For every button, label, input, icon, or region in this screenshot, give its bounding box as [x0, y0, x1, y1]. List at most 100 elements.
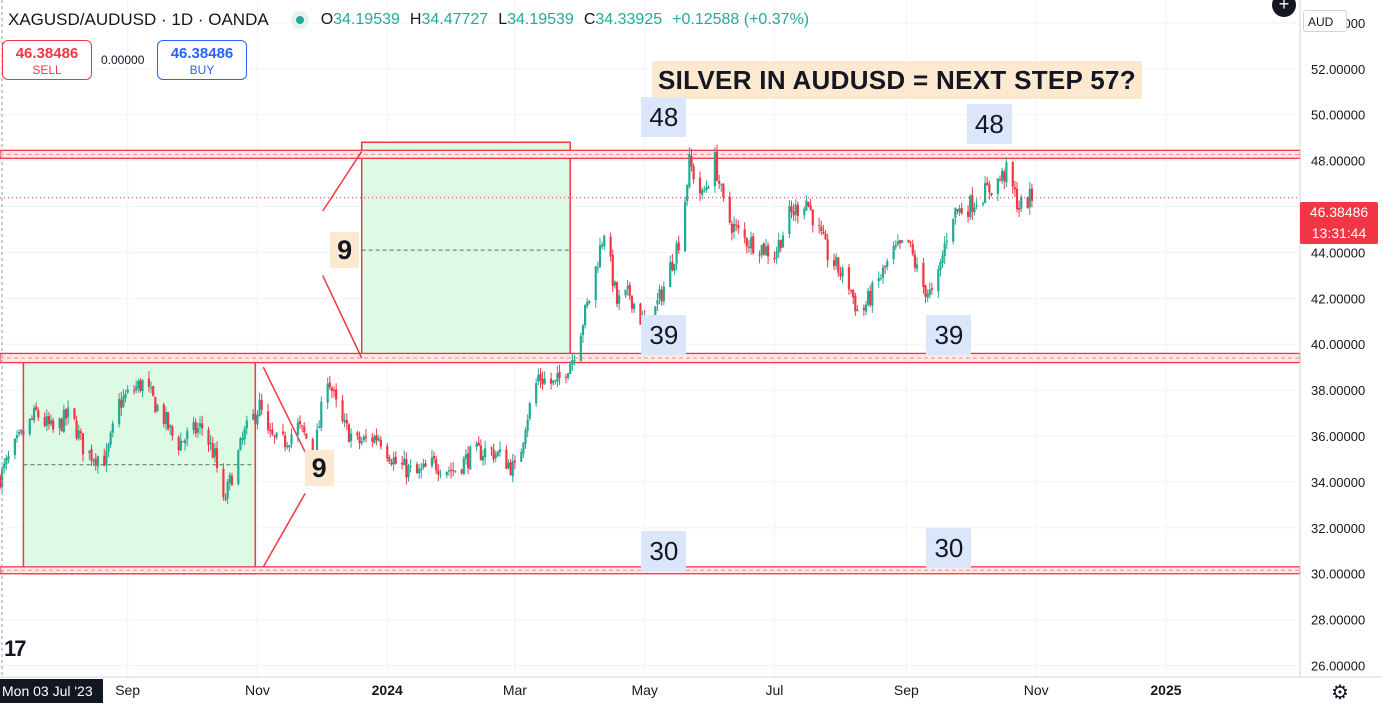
- candle-body: [505, 449, 508, 469]
- candle-body: [32, 408, 36, 421]
- candle-body: [939, 262, 942, 271]
- candle-body: [524, 430, 527, 444]
- candle-body: [752, 236, 755, 254]
- candle-body: [252, 413, 255, 420]
- candle-body: [215, 448, 219, 468]
- candle-body: [211, 443, 214, 458]
- time-tick-label: 2025: [1150, 682, 1181, 698]
- candle-body: [686, 185, 689, 202]
- candle-body: [315, 429, 319, 460]
- candle-body: [507, 462, 510, 468]
- candle-body: [824, 233, 827, 240]
- candle-body: [273, 435, 276, 437]
- current-price-value: 46.38486: [1309, 204, 1369, 220]
- price-tick-label: 42.00000: [1311, 291, 1365, 306]
- candle-body: [481, 455, 485, 461]
- time-tick-label: Sep: [115, 682, 140, 698]
- candle-body: [256, 415, 259, 425]
- candle-body: [260, 400, 263, 410]
- candle-body: [924, 285, 927, 297]
- tradingview-logo-icon[interactable]: 17: [4, 636, 27, 661]
- candle-body: [926, 293, 929, 298]
- candle-body: [526, 419, 529, 431]
- candle-body: [866, 290, 870, 305]
- candle-body: [328, 382, 331, 388]
- candle-body: [820, 226, 823, 231]
- candle-body: [535, 383, 538, 404]
- candle-body: [909, 241, 912, 243]
- currency-selector[interactable]: AUD: [1303, 10, 1347, 32]
- range-zone: [360, 141, 571, 359]
- ohlc-low: L34.19539: [498, 11, 574, 28]
- bar-countdown: 13:31:44: [1311, 225, 1367, 241]
- sell-button[interactable]: 46.38486 SELL: [2, 40, 92, 80]
- candle-body: [871, 282, 874, 306]
- candle-body: [7, 456, 10, 460]
- level-annotation: 30: [926, 528, 972, 569]
- price-tick-label: 44.00000: [1311, 245, 1365, 260]
- time-tick-label: Nov: [1024, 682, 1049, 698]
- candle-body: [269, 429, 272, 431]
- chart-title: SILVER IN AUDUSD = NEXT STEP 57?: [652, 61, 1142, 99]
- price-tick-label: 28.00000: [1311, 613, 1365, 628]
- candle-body: [677, 242, 680, 251]
- buy-label: BUY: [189, 63, 215, 77]
- candle-body: [573, 359, 576, 361]
- plus-icon[interactable]: +: [1272, 0, 1296, 17]
- candle-body: [856, 309, 859, 312]
- candle-body: [73, 408, 76, 419]
- level-annotation: 48: [641, 97, 687, 138]
- candle-body: [998, 179, 1002, 181]
- candle-body: [394, 456, 397, 464]
- candle-body: [390, 462, 393, 465]
- candle-body: [341, 400, 344, 421]
- candle-body: [720, 184, 723, 186]
- candle-body: [1028, 188, 1031, 208]
- price-tick-label: 50.00000: [1311, 108, 1365, 123]
- candle-body: [118, 399, 121, 425]
- candle-body: [588, 300, 591, 303]
- candle-body: [839, 273, 842, 276]
- candle-body: [422, 463, 425, 468]
- price-axis[interactable]: 54.0000052.0000050.0000048.0000044.00000…: [1311, 16, 1365, 674]
- candle-body: [230, 475, 234, 486]
- candle-body: [109, 432, 112, 445]
- candle-body: [75, 420, 78, 439]
- candle-body: [849, 290, 853, 292]
- candle-body: [937, 269, 940, 292]
- price-tick-label: 48.00000: [1311, 154, 1365, 169]
- candle-body: [632, 303, 636, 310]
- candle-body: [901, 240, 904, 243]
- candle-body: [432, 456, 436, 459]
- candle-body: [705, 187, 708, 191]
- candle-body: [818, 225, 821, 227]
- candle-body: [79, 431, 82, 434]
- count-annotation: 9: [304, 450, 334, 487]
- candle-body: [288, 445, 291, 448]
- candle-body: [405, 459, 408, 478]
- candle-body: [1013, 187, 1016, 190]
- candle-body: [494, 454, 497, 458]
- candle-body: [401, 462, 404, 465]
- candle-body: [928, 289, 931, 296]
- candle-body: [360, 441, 363, 444]
- buy-price: 46.38486: [170, 45, 234, 62]
- candle-body: [835, 256, 838, 266]
- candle-body: [371, 437, 374, 442]
- candle-body: [49, 420, 53, 425]
- candle-body: [671, 261, 674, 270]
- candle-body: [618, 295, 621, 304]
- candle-body: [135, 386, 138, 391]
- buy-button[interactable]: 46.38486 BUY: [157, 40, 247, 80]
- ohlc-open: O34.19539: [320, 11, 400, 28]
- candle-body: [594, 266, 597, 301]
- candle-body: [915, 264, 919, 269]
- candle-body: [388, 457, 391, 462]
- symbol-title[interactable]: XAGUSD/AUDUSD · 1D · OANDA: [8, 10, 269, 29]
- candle-body: [198, 423, 202, 427]
- candle-body: [854, 296, 857, 312]
- candle-body: [777, 240, 780, 253]
- time-axis[interactable]: Sep Nov 2024 Mar May Jul Sep Nov 2025: [115, 682, 1182, 698]
- gear-icon[interactable]: ⚙: [1331, 682, 1349, 704]
